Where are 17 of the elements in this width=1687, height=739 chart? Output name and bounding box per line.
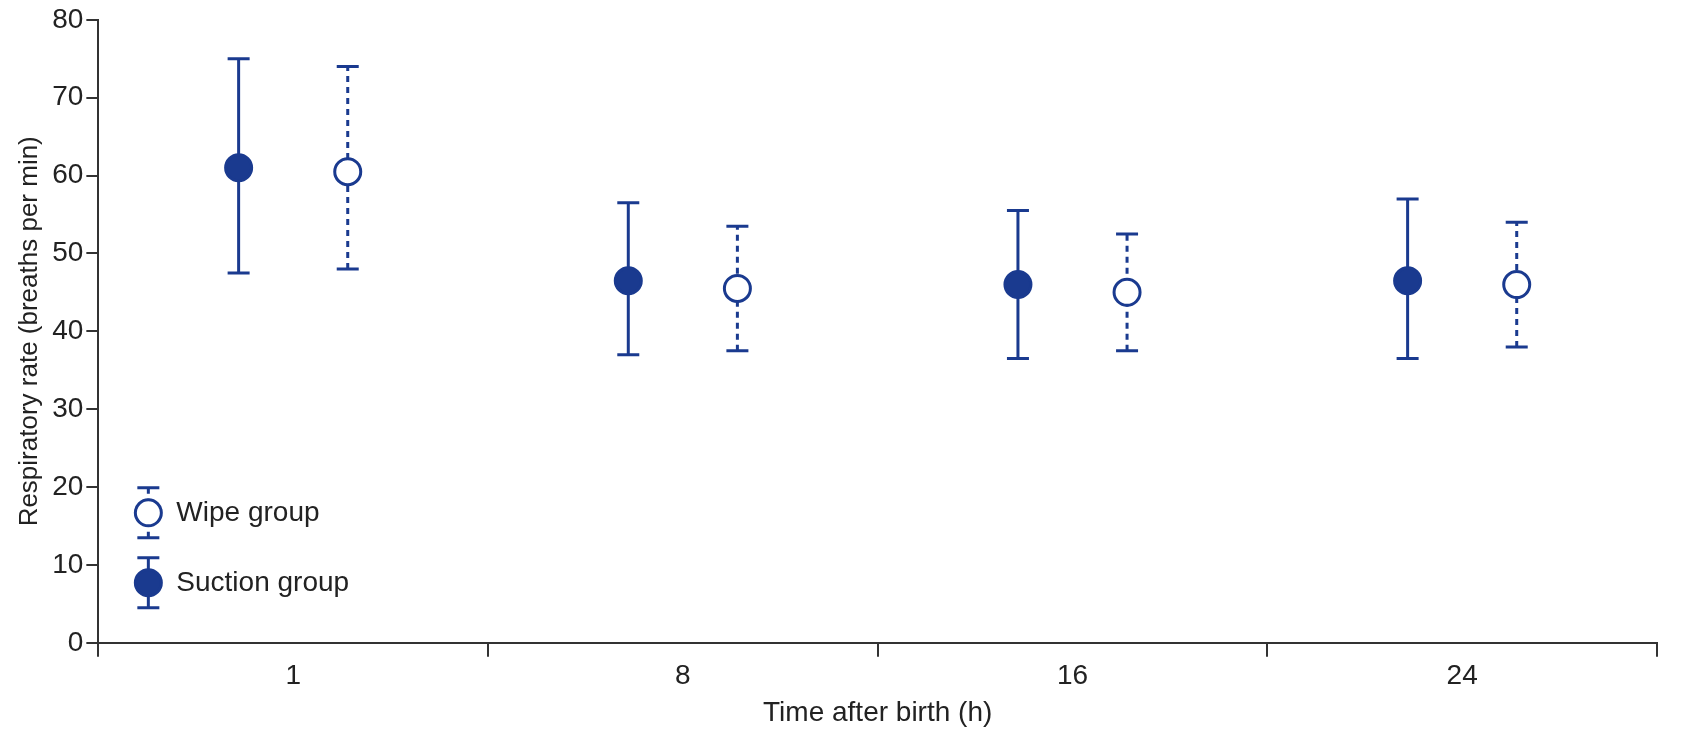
y-tick-label: 10 [52,547,84,579]
y-tick-label: 20 [52,469,84,501]
y-axis-title: Respiratory rate (breaths per min) [12,136,43,527]
x-tick-label: 8 [675,659,691,691]
legend-label: Suction group [176,565,350,597]
y-tick-label: 30 [52,391,84,423]
x-tick-label: 1 [285,659,301,691]
y-tick-label: 40 [52,314,84,346]
y-tick-label: 80 [52,2,84,34]
y-tick-label: 50 [52,236,84,268]
legend-label: Wipe group [176,495,320,527]
y-tick-label: 60 [52,158,84,190]
y-tick-label: 0 [67,625,84,657]
y-tick-label: 70 [52,80,84,112]
x-tick-label: 24 [1446,659,1478,691]
x-tick-label: 16 [1056,659,1089,691]
x-axis-title: Time after birth (h) [763,695,993,727]
